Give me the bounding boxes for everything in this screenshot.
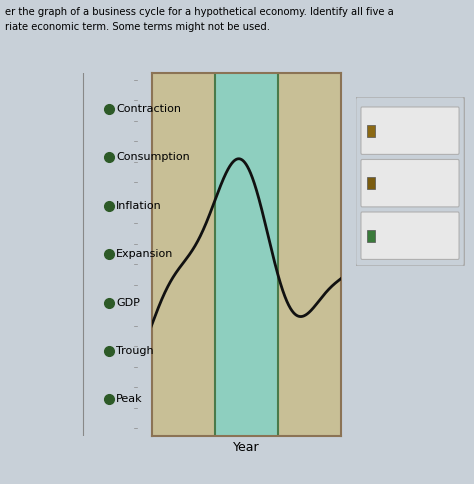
X-axis label: Year: Year <box>233 441 260 454</box>
Text: GDP: GDP <box>116 298 140 307</box>
Text: Inflation: Inflation <box>116 201 162 211</box>
Text: riate economic term. Some terms might not be used.: riate economic term. Some terms might no… <box>5 22 270 32</box>
FancyBboxPatch shape <box>361 212 459 259</box>
Bar <box>367 230 375 242</box>
Bar <box>367 177 375 189</box>
Text: Peak: Peak <box>116 394 143 404</box>
Text: Contraction: Contraction <box>116 104 181 114</box>
FancyBboxPatch shape <box>361 159 459 207</box>
Bar <box>152 73 215 436</box>
FancyBboxPatch shape <box>361 107 459 154</box>
Text: Expansion: Expansion <box>116 249 173 259</box>
Text: Consumption: Consumption <box>116 152 190 162</box>
Bar <box>278 73 341 436</box>
Text: er the graph of a business cycle for a hypothetical economy. Identify all five a: er the graph of a business cycle for a h… <box>5 7 393 17</box>
Text: Trough: Trough <box>116 346 154 356</box>
Bar <box>367 125 375 136</box>
Bar <box>215 73 278 436</box>
